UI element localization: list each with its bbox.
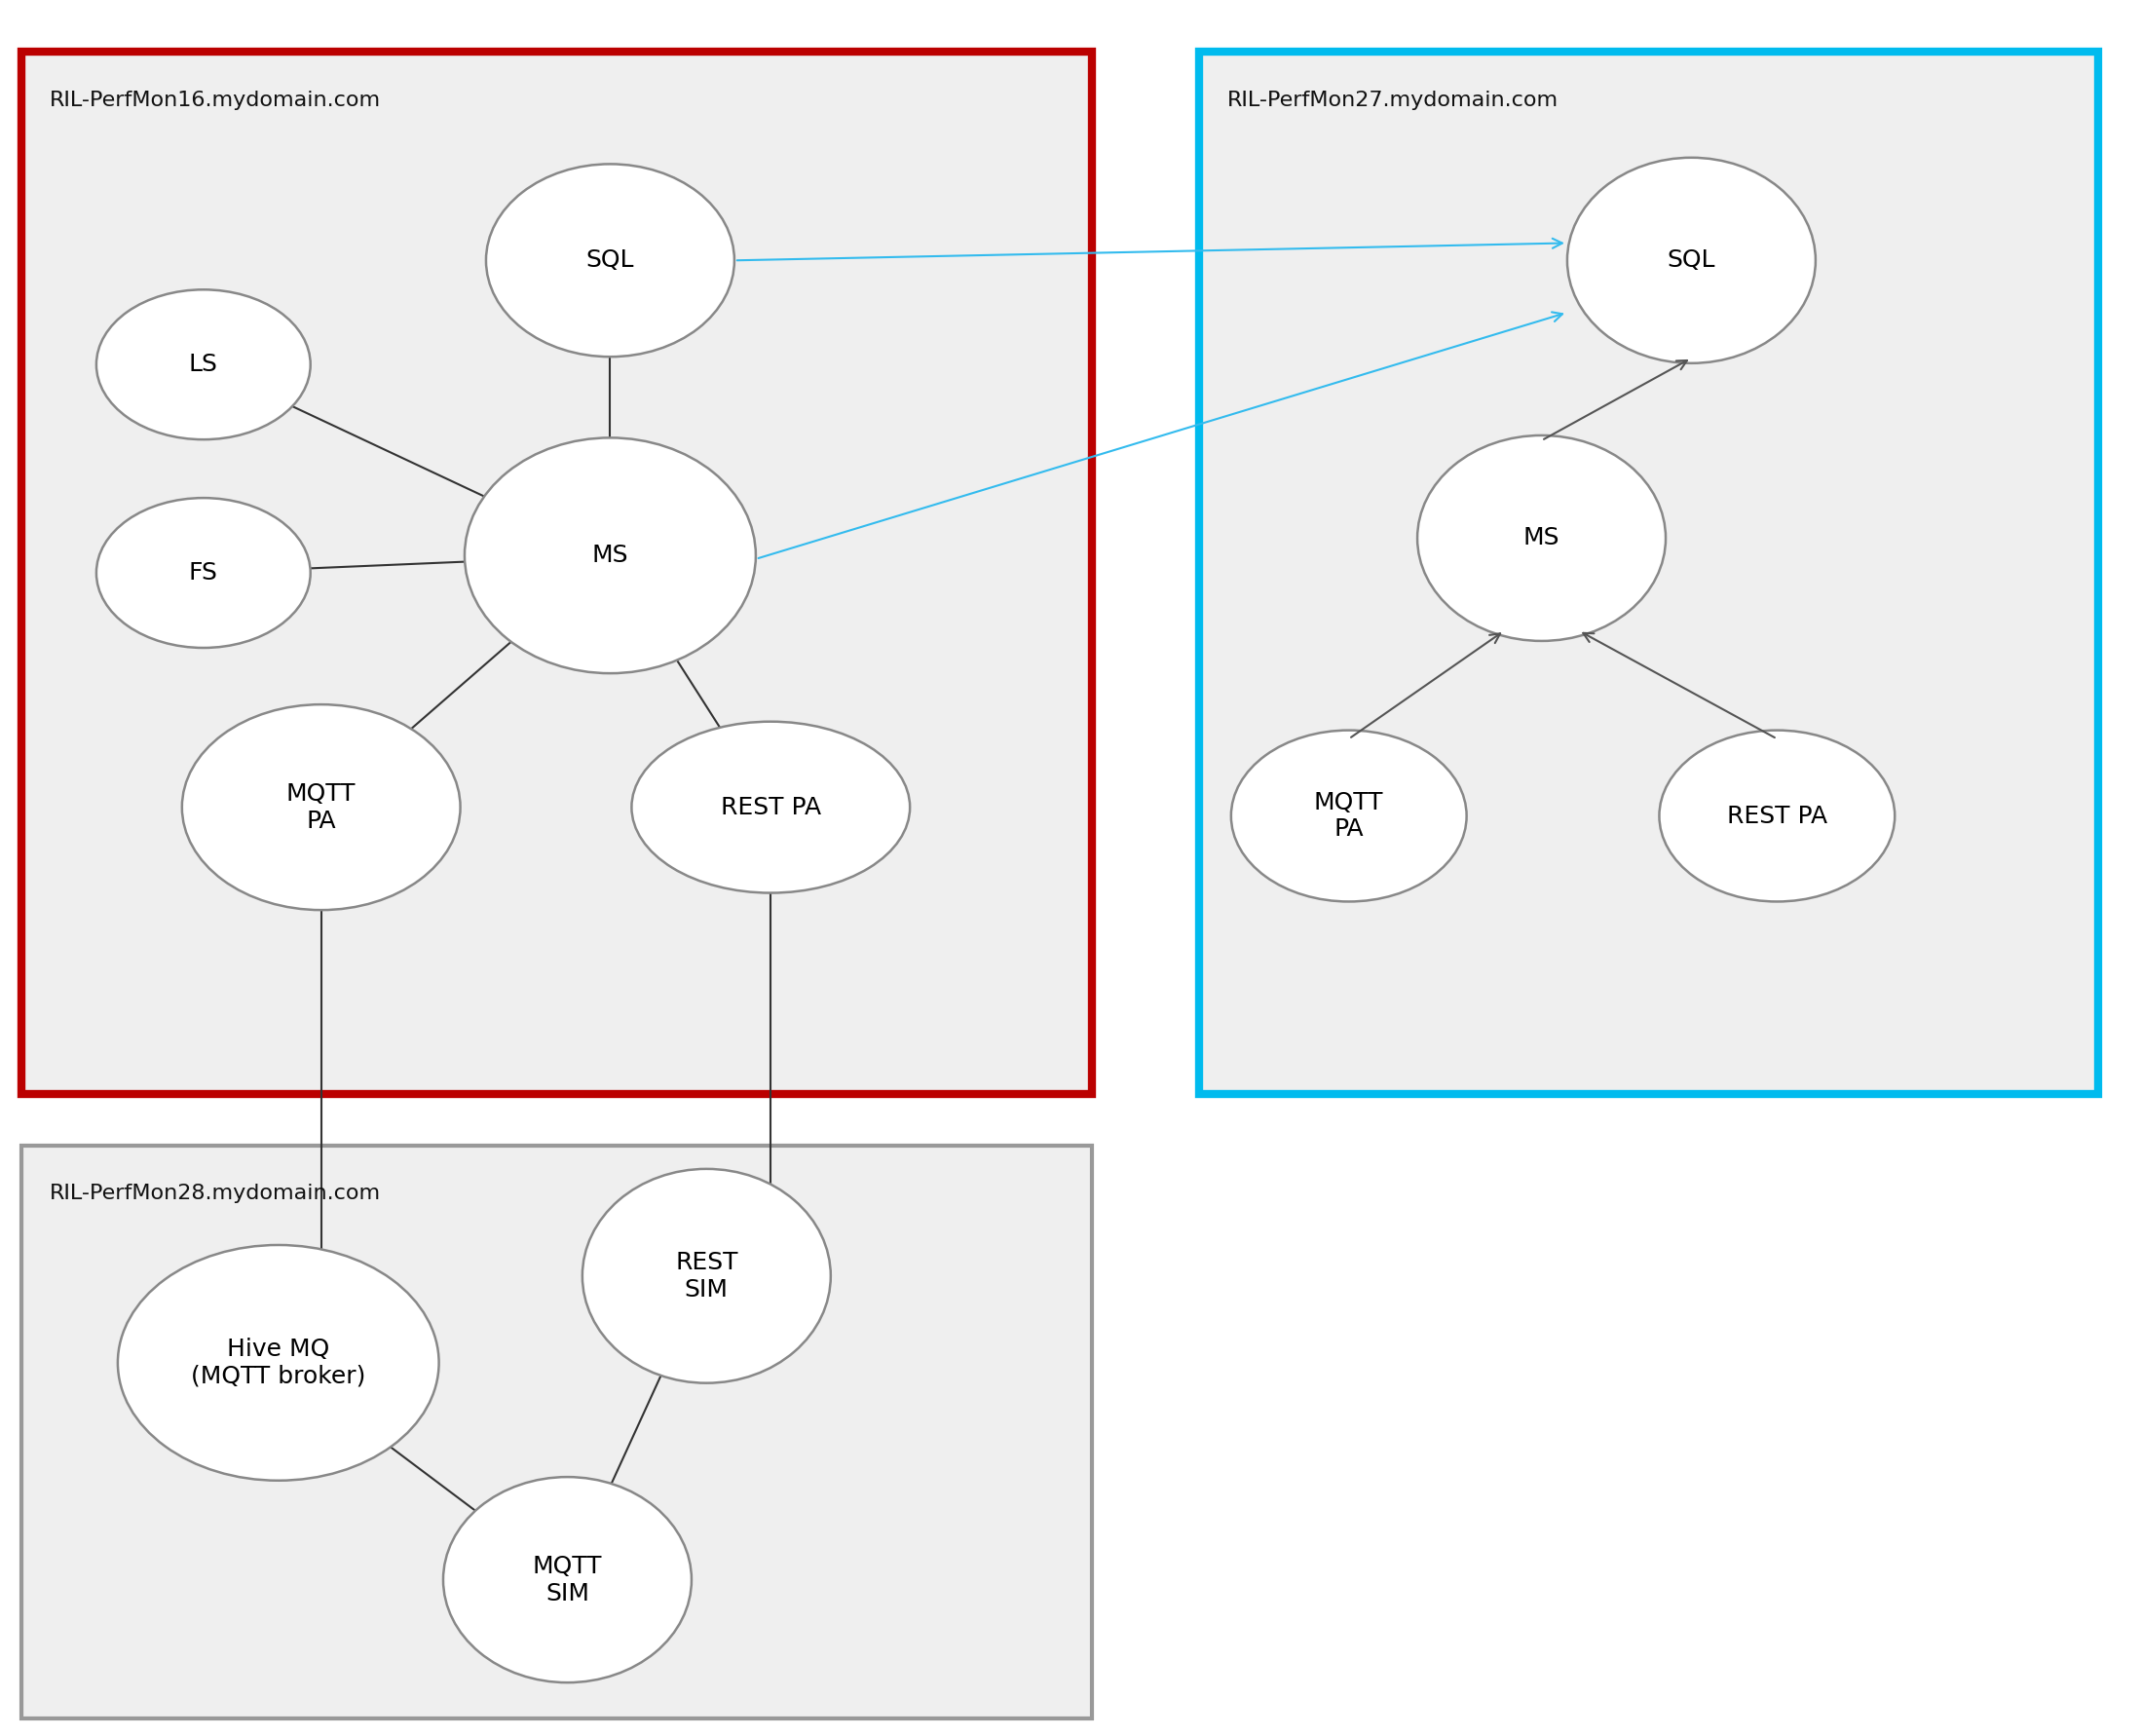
Text: REST PA: REST PA [722, 795, 820, 819]
Ellipse shape [1231, 731, 1467, 901]
Ellipse shape [443, 1477, 692, 1682]
Text: MQTT
PA: MQTT PA [1315, 790, 1383, 842]
Text: MS: MS [591, 543, 629, 568]
Text: SQL: SQL [1668, 248, 1715, 273]
Text: RIL-PerfMon28.mydomain.com: RIL-PerfMon28.mydomain.com [49, 1184, 381, 1203]
Ellipse shape [1567, 158, 1816, 363]
FancyBboxPatch shape [21, 1146, 1092, 1719]
Text: LS: LS [188, 352, 218, 377]
Text: MQTT
PA: MQTT PA [287, 781, 355, 833]
Text: RIL-PerfMon16.mydomain.com: RIL-PerfMon16.mydomain.com [49, 90, 381, 109]
Text: SQL: SQL [587, 248, 634, 273]
FancyBboxPatch shape [21, 52, 1092, 1094]
Text: REST PA: REST PA [1728, 804, 1826, 828]
Text: MS: MS [1522, 526, 1561, 550]
Ellipse shape [182, 705, 460, 910]
Ellipse shape [582, 1168, 831, 1384]
FancyBboxPatch shape [1199, 52, 2098, 1094]
Ellipse shape [632, 722, 910, 892]
Text: RIL-PerfMon27.mydomain.com: RIL-PerfMon27.mydomain.com [1227, 90, 1559, 109]
Text: FS: FS [188, 561, 218, 585]
Ellipse shape [96, 290, 310, 439]
Text: REST
SIM: REST SIM [674, 1250, 739, 1302]
Text: MQTT
SIM: MQTT SIM [533, 1554, 602, 1606]
Ellipse shape [486, 163, 734, 358]
Ellipse shape [1417, 436, 1666, 641]
Ellipse shape [96, 498, 310, 648]
Ellipse shape [465, 437, 756, 674]
Ellipse shape [1659, 731, 1895, 901]
Ellipse shape [118, 1245, 439, 1481]
Text: Hive MQ
(MQTT broker): Hive MQ (MQTT broker) [191, 1337, 366, 1389]
